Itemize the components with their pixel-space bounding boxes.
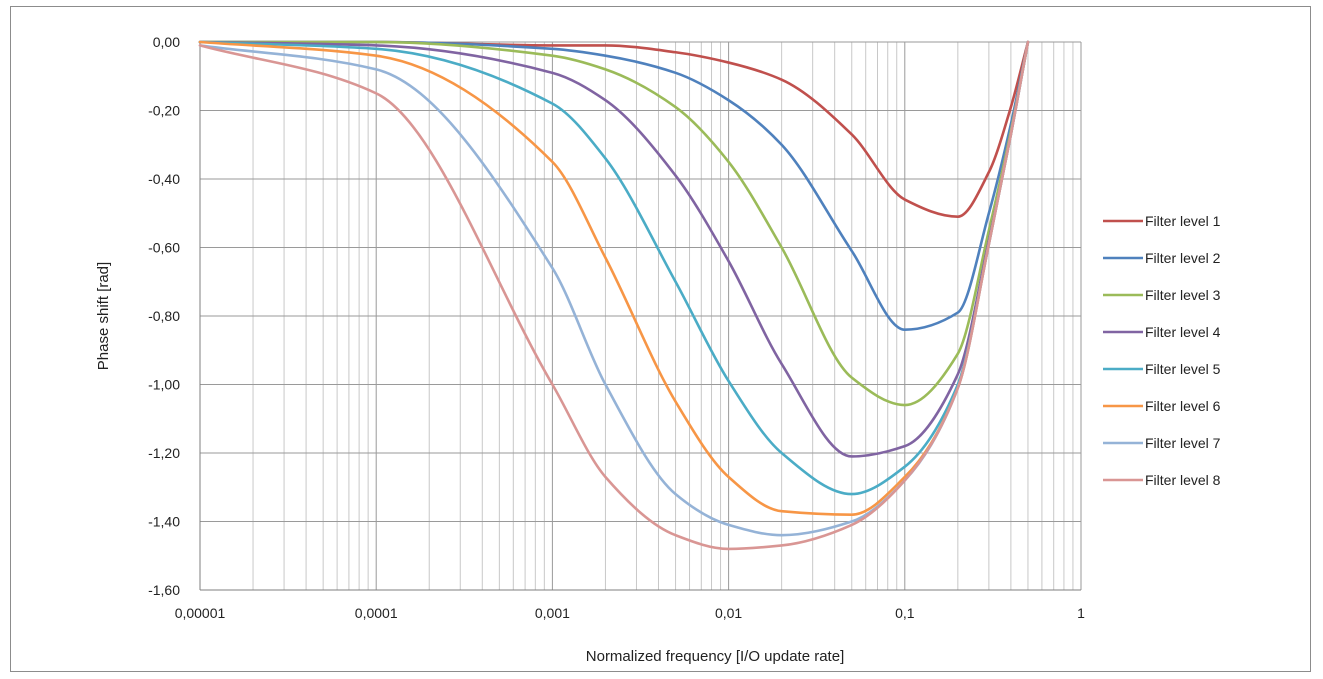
x-tick-label: 1 [1077, 605, 1085, 621]
legend-label-1: Filter level 1 [1145, 213, 1221, 229]
y-tick-label: -1,40 [148, 514, 180, 530]
x-axis-title: Normalized frequency [I/O update rate] [586, 648, 844, 665]
series-line-4 [198, 40, 1030, 458]
series-line-5 [198, 40, 1030, 496]
legend-label-5: Filter level 5 [1145, 361, 1221, 377]
series-lines [198, 40, 1030, 551]
y-tick-label: -1,00 [148, 377, 180, 393]
legend-label-8: Filter level 8 [1145, 472, 1221, 488]
x-tick-label: 0,0001 [355, 605, 398, 621]
series-line-7 [198, 40, 1030, 537]
legend-label-2: Filter level 2 [1145, 250, 1221, 266]
series-line-2 [198, 40, 1030, 331]
x-tick-label: 0,001 [535, 605, 570, 621]
y-axis-ticks: 0,00 -0,20 -0,40 -0,60 -0,80 -1,00 -1,20 -1,40 -… [148, 34, 180, 598]
major-gridlines [199, 41, 1082, 591]
legend-label-7: Filter level 7 [1145, 435, 1221, 451]
series-line-3 [198, 40, 1030, 407]
y-tick-label: -0,60 [148, 240, 180, 256]
legend-label-4: Filter level 4 [1145, 324, 1221, 340]
y-tick-label: 0,00 [153, 34, 180, 50]
chart-frame [10, 6, 1311, 672]
y-axis-title: Phase shift [rad] [95, 262, 112, 370]
y-tick-label: -0,80 [148, 308, 180, 324]
y-tick-label: -1,60 [148, 582, 180, 598]
x-tick-label: 0,00001 [175, 605, 226, 621]
x-tick-label: 0,1 [895, 605, 915, 621]
series-line-1 [198, 40, 1030, 218]
y-tick-label: -1,20 [148, 445, 180, 461]
y-tick-label: -0,40 [148, 171, 180, 187]
series-line-8 [198, 40, 1030, 551]
series-line-6 [198, 40, 1030, 516]
legend: Filter level 1 Filter level 2 Filter level… [1103, 213, 1221, 488]
legend-label-6: Filter level 6 [1145, 398, 1221, 414]
x-tick-label: 0,01 [715, 605, 742, 621]
legend-label-3: Filter level 3 [1145, 287, 1221, 303]
y-tick-label: -0,20 [148, 103, 180, 119]
x-axis-ticks: 0,00001 0,0001 0,001 0,01 0,1 1 [175, 605, 1085, 621]
